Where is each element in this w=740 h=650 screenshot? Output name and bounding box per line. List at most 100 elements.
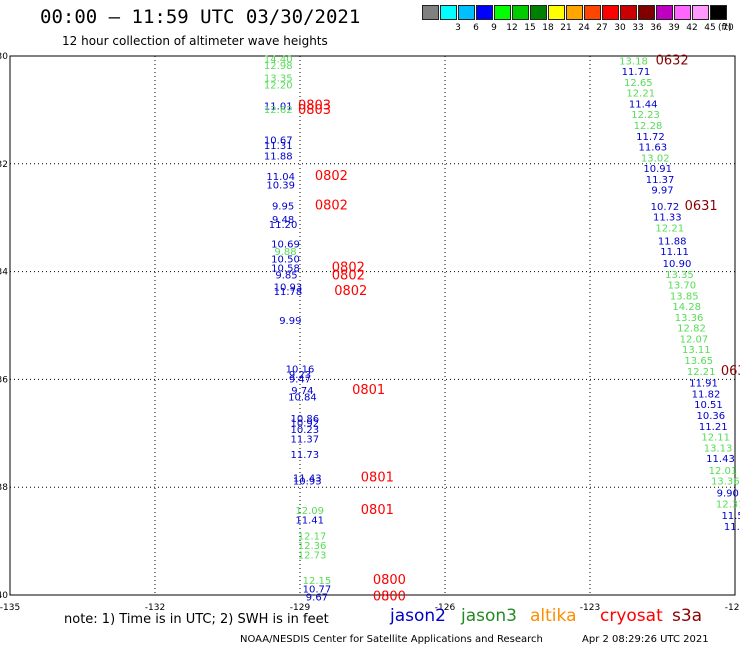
wave-height-label: 13.13 xyxy=(704,443,733,454)
wave-height-label: 14.40 xyxy=(264,55,293,66)
map-subtitle: 12 hour collection of altimeter wave hei… xyxy=(62,34,328,48)
legend-s3a: s3a xyxy=(672,606,703,626)
pass-time-label: 0630 xyxy=(721,364,740,379)
pass-time-label: 0802 xyxy=(334,284,367,299)
legend-tick-label: 36 xyxy=(650,23,662,33)
wave-height-label: 11.41 xyxy=(295,516,324,527)
legend-tick-label: 30 xyxy=(614,23,626,33)
wave-height-label: 12.01 xyxy=(709,466,738,477)
legend-tick-label: 3 xyxy=(455,23,461,33)
wave-height-label: 9.88 xyxy=(274,247,296,258)
wave-height-label: 13.18 xyxy=(619,56,648,67)
wave-height-label: 11.82 xyxy=(692,389,721,400)
pass-time-label: 0801 xyxy=(352,383,385,398)
wave-height-label: 13.36 xyxy=(675,313,704,324)
wave-height-label: 9.48 xyxy=(272,215,294,226)
wave-height-label: 12.36 xyxy=(298,541,327,552)
pass-time-label: 0802 xyxy=(332,260,365,275)
pass-time-label: 0802 xyxy=(315,198,348,213)
wave-height-label: 11.4 xyxy=(724,522,740,533)
legend-swatch xyxy=(710,5,727,20)
legend-tick-label: 12 xyxy=(506,23,518,33)
wave-height-label: 9.47 xyxy=(289,374,311,385)
wave-height-label: 13.70 xyxy=(668,281,697,292)
lon-tick-label: -129 xyxy=(290,603,311,613)
lon-tick-label: -126 xyxy=(435,603,456,613)
pass-time-label: 0631 xyxy=(685,199,718,214)
wave-height-label: 12.11 xyxy=(701,433,730,444)
legend-tick-label: 42 xyxy=(686,23,698,33)
legend-tick-label: 27 xyxy=(596,23,608,33)
wave-height-label: 11.37 xyxy=(291,435,320,446)
legend-swatch xyxy=(656,5,673,20)
wave-height-label: 11.31 xyxy=(264,141,293,152)
legend-tick-label: 9 xyxy=(491,23,497,33)
legend-tick-label: 33 xyxy=(632,23,644,33)
pass-time-label: 0802 xyxy=(332,268,365,283)
wave-height-label: 13.36 xyxy=(711,477,740,488)
pass-time-label: 0801 xyxy=(361,503,394,518)
wave-height-label: 12.09 xyxy=(295,506,324,517)
wave-height-label: 10.84 xyxy=(288,393,317,404)
wave-height-label: 11.04 xyxy=(266,172,295,183)
wave-height-label: 9.74 xyxy=(291,386,313,397)
wave-height-label: 9.85 xyxy=(275,270,297,281)
map-title: 00:00 – 11:59 UTC 03/30/2021 xyxy=(40,6,361,28)
legend-tick-label: 39 xyxy=(668,23,680,33)
wave-height-label: 12.82 xyxy=(677,324,706,335)
wave-height-label: 11.5 xyxy=(721,511,740,522)
legend-swatch xyxy=(674,5,691,20)
wave-height-label: 12.07 xyxy=(680,334,709,345)
legend-unit: (ft) xyxy=(718,23,732,33)
wave-height-label: 10.90 xyxy=(663,259,692,270)
wave-height-label: 12.65 xyxy=(624,78,653,89)
wave-height-label: 12.17 xyxy=(298,532,327,543)
lon-tick-label: -123 xyxy=(580,603,600,613)
legend-jason2: jason2 xyxy=(390,606,446,626)
wave-height-label: 12.21 xyxy=(626,89,655,100)
legend-swatch xyxy=(440,5,457,20)
wave-height-label: 11.88 xyxy=(658,236,687,247)
wave-height-label: 12.98 xyxy=(264,61,293,72)
wave-height-label: 11.63 xyxy=(639,143,668,154)
wave-height-label: 10.86 xyxy=(291,414,320,425)
legend-swatch xyxy=(512,5,529,20)
pass-time-label: 0802 xyxy=(315,169,348,184)
legend-swatch xyxy=(476,5,493,20)
wave-height-label: 9.95 xyxy=(272,201,294,212)
legend-tick-label: 15 xyxy=(524,23,536,33)
legend-swatch xyxy=(566,5,583,20)
credit-text: NOAA/NESDIS Center for Satellite Applica… xyxy=(240,634,543,645)
legend-swatch xyxy=(422,5,439,20)
plot-frame xyxy=(9,55,736,596)
lat-tick-label: -32 xyxy=(0,160,8,170)
legend-tick-label: 6 xyxy=(473,23,479,33)
wave-height-label: 12.28 xyxy=(634,121,663,132)
pass-time-label: 0632 xyxy=(656,53,689,68)
lat-tick-label: -30 xyxy=(0,52,8,62)
wave-height-label: 9.67 xyxy=(306,593,328,604)
wave-height-label: 11.44 xyxy=(629,99,658,110)
wave-height-label: 10.69 xyxy=(271,240,300,251)
wave-height-label: 11.01 xyxy=(264,102,293,113)
wave-height-label: 11.11 xyxy=(660,247,689,258)
pass-time-label: 0800 xyxy=(373,573,406,588)
wave-height-label: 11.20 xyxy=(269,220,298,231)
legend-swatch xyxy=(638,5,655,20)
wave-height-label: 12.21 xyxy=(687,367,716,378)
wave-height-label: 12.31 xyxy=(716,499,740,510)
wave-height-label: 10.39 xyxy=(266,180,295,191)
wave-height-label: 12.20 xyxy=(264,81,293,92)
wave-height-label: 10.91 xyxy=(643,164,672,175)
wave-height-label: 13.85 xyxy=(670,291,699,302)
wave-height-label: 9.97 xyxy=(651,186,673,197)
footer-note: note: 1) Time is in UTC; 2) SWH is in fe… xyxy=(64,612,329,627)
legend-swatch xyxy=(458,5,475,20)
wave-height-label: 10.51 xyxy=(694,400,723,411)
legend-tick-label: 18 xyxy=(542,23,554,33)
generated-timestamp: Apr 2 08:29:26 UTC 2021 xyxy=(582,634,709,645)
wave-height-label: 10.67 xyxy=(264,136,293,147)
lat-tick-label: -34 xyxy=(0,268,8,278)
wave-height-label: 11.73 xyxy=(291,450,320,461)
